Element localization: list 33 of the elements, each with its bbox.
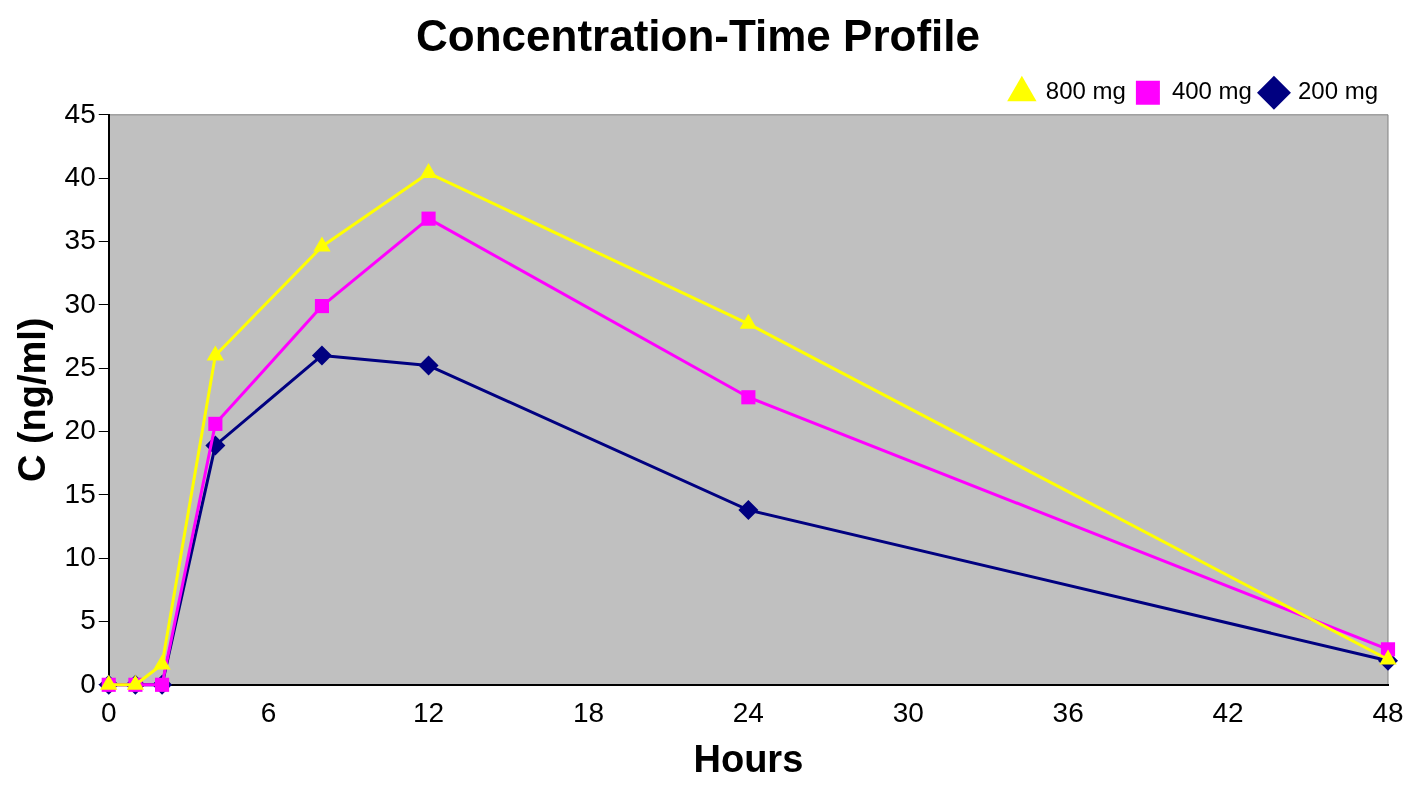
point	[311, 345, 332, 366]
point	[741, 390, 756, 405]
x-tick-label: 42	[1212, 697, 1244, 729]
chart-title: Concentration-Time Profile	[416, 10, 980, 60]
y-tick-label: 25	[64, 350, 96, 382]
y-tick-label: 35	[64, 224, 96, 256]
x-tick-label: 48	[1372, 697, 1404, 729]
x-axis-title: Hours	[693, 737, 804, 780]
y-tick-label: 20	[64, 414, 96, 446]
y-axis-title: C (ng/ml)	[11, 317, 54, 483]
point	[738, 500, 759, 520]
x-tick-label: 18	[572, 697, 605, 729]
point	[421, 211, 436, 226]
y-tick-label: 15	[64, 477, 96, 509]
y-tick-label: 0	[80, 667, 96, 699]
y-tick-label: 45	[64, 97, 96, 129]
legend-label: 800 mg	[1045, 77, 1126, 105]
x-tick-label: 30	[892, 697, 924, 729]
point	[419, 163, 438, 179]
point	[208, 416, 223, 431]
y-tick-label: 40	[64, 160, 96, 192]
x-tick-label: 24	[732, 697, 764, 729]
x-tick-label: 12	[412, 697, 445, 729]
x-tick-label: 36	[1052, 697, 1084, 729]
legend-label: 200 mg	[1297, 77, 1379, 105]
legend-label: 400 mg	[1171, 77, 1252, 105]
y-tick-label: 30	[64, 287, 96, 319]
x-tick-label: 6	[260, 697, 277, 729]
point	[314, 299, 330, 314]
x-tick-label: 0	[100, 697, 117, 729]
y-tick-label: 5	[80, 604, 96, 636]
y-tick-label: 10	[64, 540, 96, 572]
point	[418, 355, 439, 376]
